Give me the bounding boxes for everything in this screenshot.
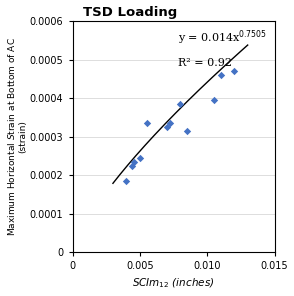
Point xyxy=(167,121,172,126)
Point xyxy=(164,125,169,129)
Point xyxy=(218,73,223,78)
Text: y = 0.014x$^{0.7505}$: y = 0.014x$^{0.7505}$ xyxy=(178,28,266,47)
Point xyxy=(138,155,142,160)
Point xyxy=(144,121,149,126)
Point xyxy=(232,69,237,74)
Point xyxy=(132,159,137,164)
Text: R² = 0.92: R² = 0.92 xyxy=(178,58,232,68)
Point xyxy=(178,102,183,106)
Text: TSD Loading: TSD Loading xyxy=(83,6,177,19)
Point xyxy=(124,178,129,183)
Point xyxy=(185,128,189,133)
Point xyxy=(129,163,134,168)
Point xyxy=(212,98,216,102)
X-axis label: $SCIm_{12}$ (inches): $SCIm_{12}$ (inches) xyxy=(132,277,215,290)
Y-axis label: Maximum Horizontal $S$train at Bottom of AC
(strain): Maximum Horizontal $S$train at Bottom of… xyxy=(6,37,27,236)
